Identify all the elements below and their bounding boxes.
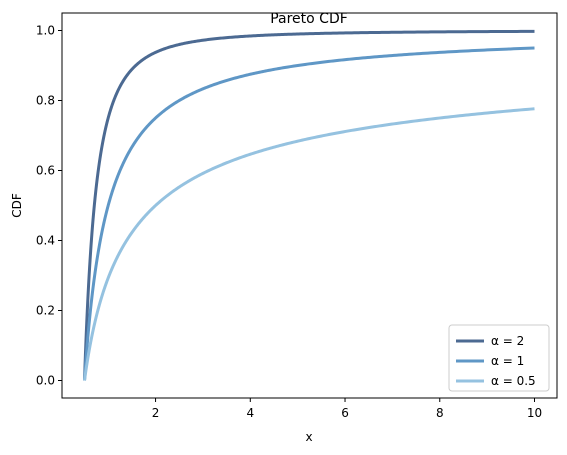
series-line-0: [83, 29, 535, 381]
legend-label-1: α = 1: [491, 354, 524, 368]
x-axis-ticks: 2 4 6 8 10: [152, 398, 542, 420]
y-tick-label: 0.4: [36, 234, 55, 248]
legend-entries: α = 2 α = 1 α = 0.5: [456, 334, 536, 388]
y-tick-label: 0.2: [36, 304, 55, 318]
x-tick-label: 6: [341, 406, 349, 420]
x-tick-label: 4: [246, 406, 254, 420]
plot-frame: [61, 12, 558, 399]
series-line-2: [83, 107, 535, 381]
x-tick-label: 10: [527, 406, 542, 420]
legend-label-0: α = 2: [491, 334, 524, 348]
x-tick-label: 2: [152, 406, 160, 420]
y-tick-label: 0.0: [36, 374, 55, 388]
y-axis-label: CDF: [10, 193, 24, 218]
y-tick-label: 1.0: [36, 24, 55, 38]
x-axis-label: x: [305, 430, 312, 444]
y-axis-ticks: 0.0 0.2 0.4 0.6 0.8 1.0: [36, 24, 62, 388]
x-tick-label: 8: [436, 406, 444, 420]
y-tick-label: 0.6: [36, 164, 55, 178]
legend[interactable]: α = 2 α = 1 α = 0.5: [448, 324, 550, 392]
chart-title: Pareto CDF: [270, 11, 348, 27]
series-line-1: [83, 46, 535, 381]
series-layer: [83, 29, 535, 381]
legend-label-2: α = 0.5: [491, 374, 536, 388]
y-tick-label: 0.8: [36, 94, 55, 108]
